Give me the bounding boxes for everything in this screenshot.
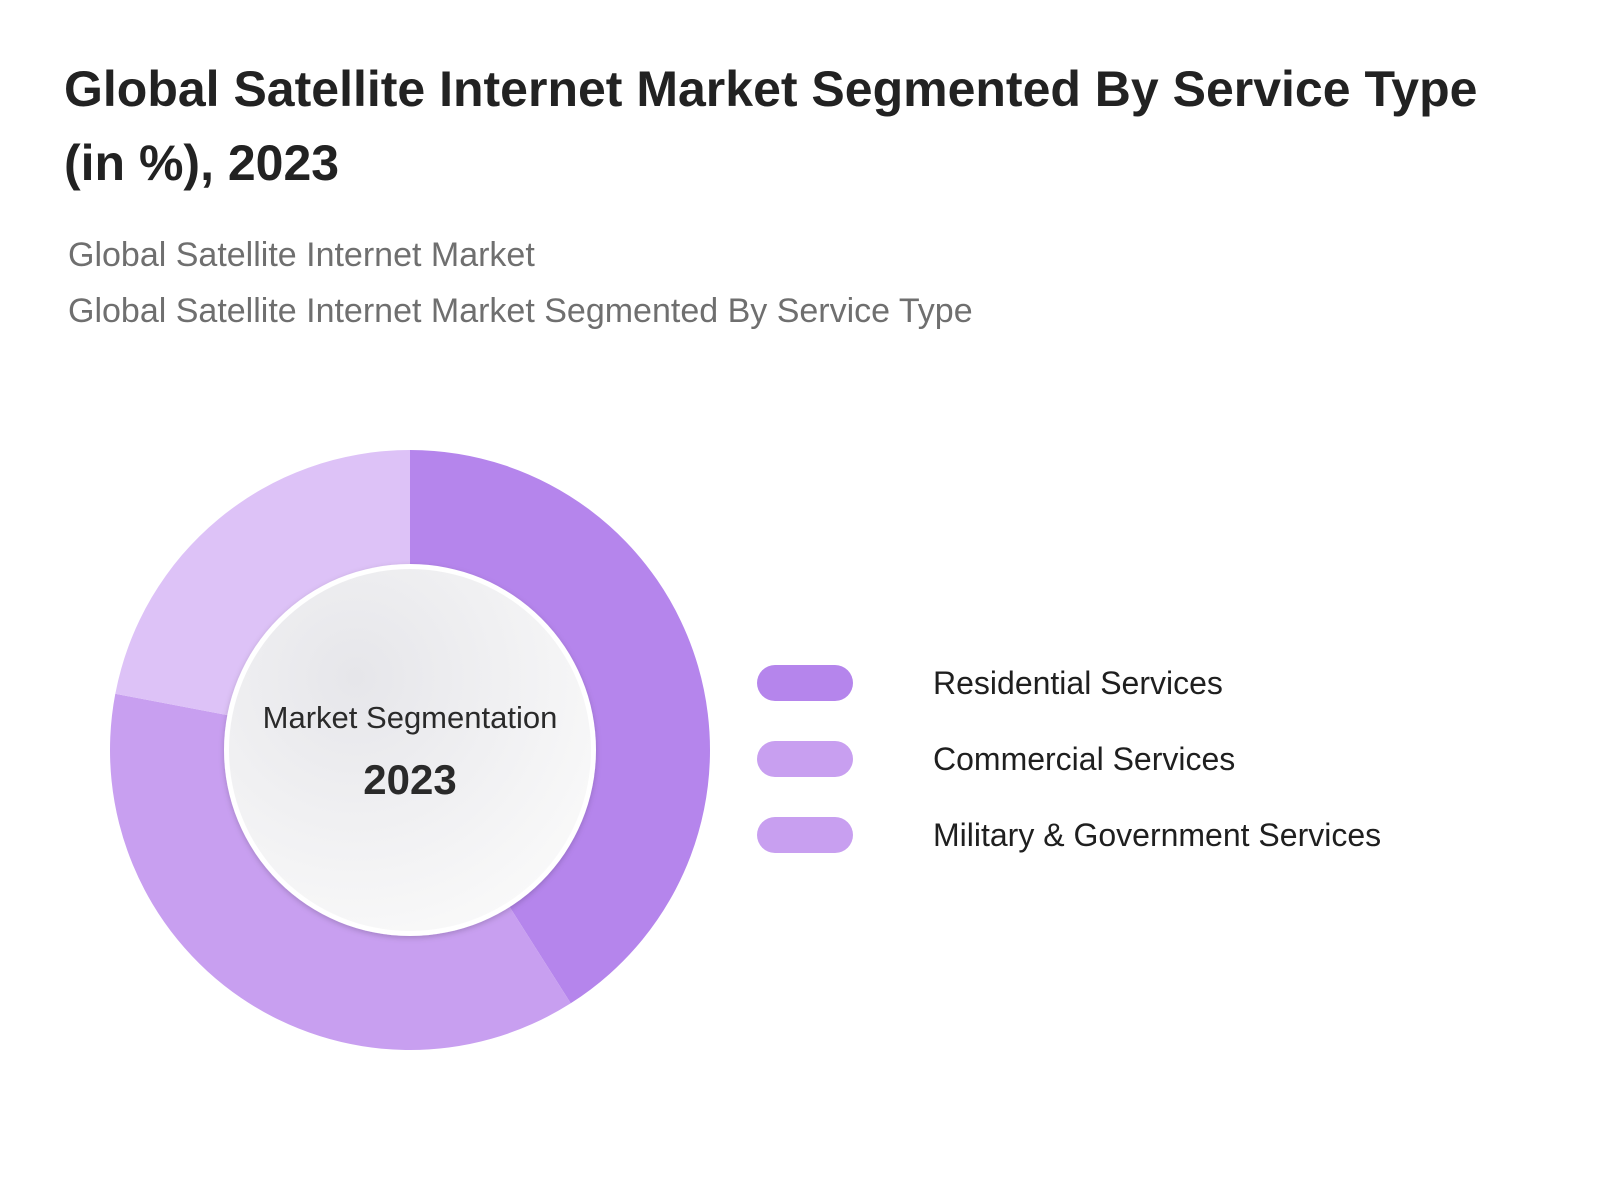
donut-center-fill	[229, 569, 591, 931]
slice-commercial-services	[109, 693, 571, 1051]
legend-swatch	[757, 817, 853, 853]
legend-item-residential: Residential Services	[757, 665, 1457, 741]
center-label: Market Segmentation	[262, 700, 558, 735]
center-year: 2023	[363, 756, 457, 803]
legend-label: Commercial Services	[933, 741, 1236, 777]
legend-swatch	[757, 741, 853, 777]
legend: Residential Services Commercial Services…	[757, 665, 1457, 893]
legend-label: Residential Services	[933, 665, 1223, 701]
breadcrumb-market: Global Satellite Internet Market	[68, 236, 535, 274]
chart-title: Global Satellite Internet Market Segment…	[64, 61, 1478, 191]
breadcrumb-segment: Global Satellite Internet Market Segment…	[68, 292, 973, 330]
legend-item-commercial: Commercial Services	[757, 741, 1457, 817]
legend-item-military-government: Military & Government Services	[757, 817, 1457, 893]
legend-label: Military & Government Services	[933, 817, 1382, 853]
slice-military-government-services	[115, 450, 410, 722]
legend-swatch	[757, 665, 853, 701]
